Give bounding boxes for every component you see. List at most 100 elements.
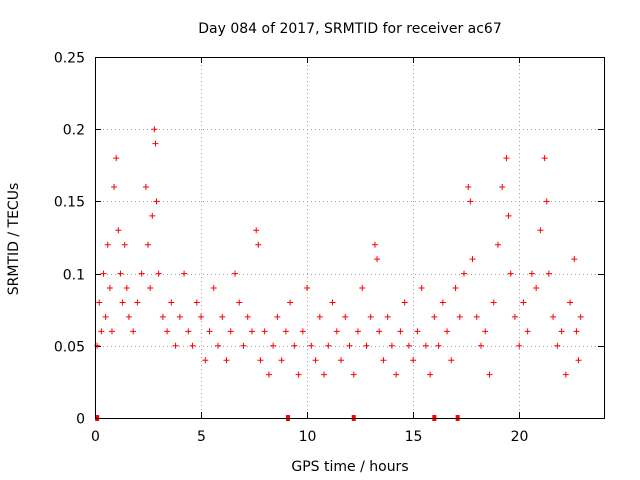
data-point bbox=[516, 342, 523, 349]
data-point bbox=[185, 328, 192, 335]
data-point bbox=[227, 328, 234, 335]
data-point bbox=[308, 342, 315, 349]
data-point bbox=[240, 342, 247, 349]
x-axis-label: GPS time / hours bbox=[291, 459, 408, 475]
data-point bbox=[159, 313, 166, 320]
data-point bbox=[575, 357, 582, 364]
data-point bbox=[571, 256, 578, 263]
data-point bbox=[333, 328, 340, 335]
y-tick-label: 0.05 bbox=[54, 340, 85, 356]
data-point bbox=[164, 328, 171, 335]
data-point bbox=[96, 299, 103, 306]
data-point bbox=[138, 270, 145, 277]
data-point bbox=[152, 140, 159, 147]
data-point bbox=[448, 357, 455, 364]
data-point bbox=[282, 328, 289, 335]
data-point bbox=[465, 183, 472, 190]
data-point bbox=[393, 371, 400, 378]
data-point bbox=[253, 227, 260, 234]
data-point bbox=[248, 328, 255, 335]
data-point bbox=[206, 328, 213, 335]
data-point bbox=[405, 342, 412, 349]
data-point bbox=[545, 270, 552, 277]
data-point bbox=[499, 183, 506, 190]
data-point bbox=[151, 126, 158, 133]
data-point bbox=[520, 299, 527, 306]
data-point bbox=[431, 313, 438, 320]
data-point bbox=[482, 328, 489, 335]
data-point bbox=[486, 371, 493, 378]
data-point bbox=[113, 155, 120, 162]
data-point bbox=[295, 371, 302, 378]
data-point bbox=[528, 270, 535, 277]
data-point bbox=[507, 270, 514, 277]
data-point bbox=[304, 285, 311, 292]
data-point bbox=[219, 313, 226, 320]
data-point bbox=[316, 313, 323, 320]
data-point bbox=[255, 241, 262, 248]
data-point bbox=[558, 328, 565, 335]
y-tick-label: 0.15 bbox=[54, 195, 85, 211]
data-point bbox=[354, 328, 361, 335]
data-point bbox=[278, 357, 285, 364]
data-point bbox=[261, 328, 268, 335]
data-point bbox=[573, 328, 580, 335]
data-point bbox=[452, 285, 459, 292]
data-point bbox=[503, 155, 510, 162]
data-point bbox=[106, 285, 113, 292]
data-point bbox=[494, 241, 501, 248]
data-point bbox=[562, 371, 569, 378]
data-point bbox=[473, 313, 480, 320]
data-point bbox=[123, 285, 130, 292]
data-point bbox=[427, 371, 434, 378]
data-point bbox=[215, 342, 222, 349]
data-point bbox=[312, 357, 319, 364]
x-tick-label: 10 bbox=[299, 429, 317, 445]
data-points bbox=[94, 126, 584, 421]
data-point bbox=[511, 313, 518, 320]
data-point bbox=[456, 313, 463, 320]
data-point bbox=[342, 313, 349, 320]
data-point bbox=[111, 183, 118, 190]
y-tick-label: 0.1 bbox=[63, 268, 85, 284]
data-point bbox=[202, 357, 209, 364]
data-point bbox=[198, 313, 205, 320]
data-point bbox=[104, 241, 111, 248]
data-point bbox=[236, 299, 243, 306]
data-point bbox=[401, 299, 408, 306]
data-point bbox=[410, 357, 417, 364]
data-point bbox=[477, 342, 484, 349]
data-point bbox=[193, 299, 200, 306]
data-point bbox=[363, 342, 370, 349]
data-point bbox=[380, 357, 387, 364]
data-point bbox=[490, 299, 497, 306]
y-axis-label: SRMTID / TECUs bbox=[6, 183, 22, 296]
data-point bbox=[257, 357, 264, 364]
data-point bbox=[418, 285, 425, 292]
data-point bbox=[117, 270, 124, 277]
data-point bbox=[533, 285, 540, 292]
data-point bbox=[291, 342, 298, 349]
data-point bbox=[274, 313, 281, 320]
y-tick-label: 0 bbox=[76, 412, 85, 428]
data-point bbox=[329, 299, 336, 306]
data-point bbox=[189, 342, 196, 349]
chart-title: Day 084 of 2017, SRMTID for receiver ac6… bbox=[198, 21, 502, 37]
data-point bbox=[265, 371, 272, 378]
data-point bbox=[149, 212, 156, 219]
data-point bbox=[181, 270, 188, 277]
data-point bbox=[371, 241, 378, 248]
y-tick-label: 0.25 bbox=[54, 51, 85, 67]
y-tick-label: 0.2 bbox=[63, 123, 85, 139]
data-point bbox=[98, 328, 105, 335]
data-point bbox=[231, 270, 238, 277]
data-point bbox=[270, 342, 277, 349]
data-point bbox=[541, 155, 548, 162]
data-point bbox=[577, 313, 584, 320]
data-point bbox=[299, 328, 306, 335]
data-point bbox=[388, 342, 395, 349]
tick-labels: 0 5 10 15 20 0 0.05 0.1 0.15 0.2 0.25 bbox=[54, 51, 529, 446]
x-tick-label: 5 bbox=[197, 429, 206, 445]
data-point bbox=[567, 299, 574, 306]
